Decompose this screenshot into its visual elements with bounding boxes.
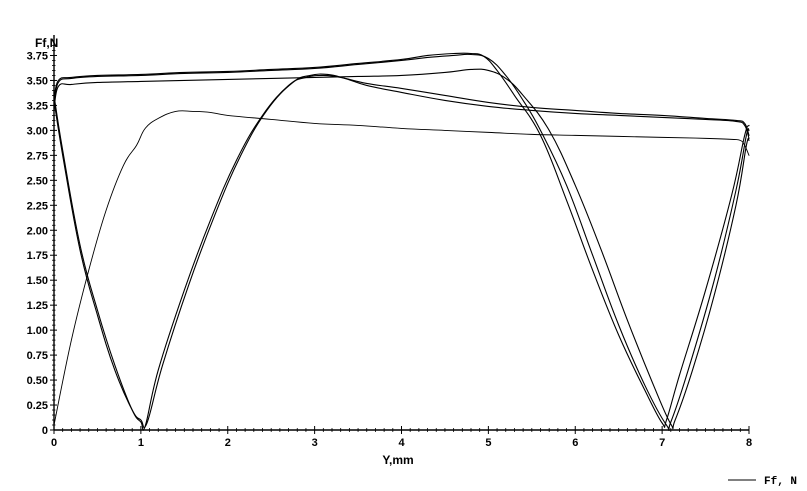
x-axis-title: Y,mm <box>382 453 413 467</box>
legend: Ff, N <box>728 476 797 488</box>
y-axis-title: Ff,N <box>35 36 58 50</box>
series-line-2 <box>53 53 750 431</box>
legend-label: Ff, N <box>764 476 797 488</box>
y-tick-label: 3.75 <box>27 50 48 62</box>
x-tick-label: 3 <box>312 437 318 449</box>
series-line-1 <box>53 52 750 428</box>
x-tick-label: 2 <box>225 437 231 449</box>
x-tick-label: 8 <box>746 437 752 449</box>
y-tick-label: 2.25 <box>27 200 48 212</box>
y-tick-label: 3.00 <box>27 125 48 137</box>
x-tick-label: 7 <box>659 437 665 449</box>
y-tick-label: 0 <box>42 425 48 437</box>
series-line-5 <box>53 74 750 431</box>
y-tick-label: 2.75 <box>27 150 48 162</box>
axes-layer: 0 0.25 0.50 0.75 1.00 1.25 1.50 1.75 2.00 2.25 2.5… <box>27 35 752 449</box>
y-tick-label: 2.00 <box>27 225 48 237</box>
series-line-4 <box>53 110 750 426</box>
series-line-3 <box>53 68 750 430</box>
x-tick-label: 1 <box>138 437 144 449</box>
x-tick-label: 4 <box>398 437 405 449</box>
y-tick-label: 0.50 <box>27 375 48 387</box>
series-line-6 <box>53 73 750 429</box>
y-tick-label: 0.25 <box>27 400 48 412</box>
y-tick-label: 2.50 <box>27 175 48 187</box>
y-tick-label: 1.00 <box>27 325 48 337</box>
x-tick-label: 0 <box>51 437 57 449</box>
x-tick-label: 6 <box>572 437 578 449</box>
y-tick-label: 1.50 <box>27 275 48 287</box>
y-tick-label: 3.25 <box>27 100 48 112</box>
x-tick-label: 5 <box>485 437 491 449</box>
y-tick-label: 3.50 <box>27 75 48 87</box>
series-layer <box>53 52 750 431</box>
y-tick-label: 1.25 <box>27 300 48 312</box>
y-tick-label: 0.75 <box>27 350 48 362</box>
y-tick-label: 1.75 <box>27 250 48 262</box>
